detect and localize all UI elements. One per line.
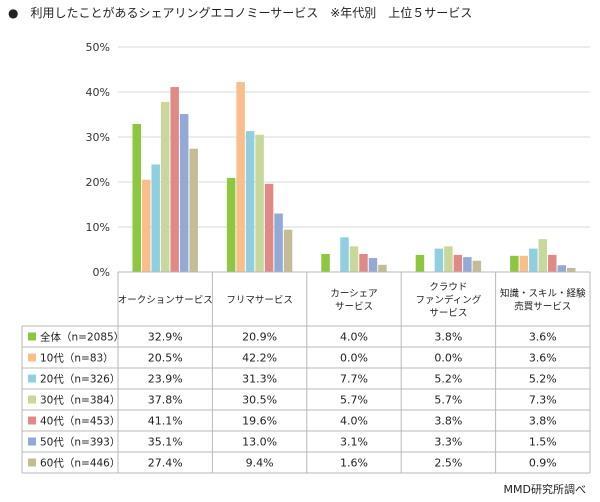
data-label: 42.2% bbox=[242, 352, 277, 365]
bar bbox=[151, 164, 160, 272]
data-label: 3.8% bbox=[434, 415, 462, 428]
bar bbox=[415, 254, 425, 272]
bar bbox=[132, 123, 141, 272]
data-label: 2.5% bbox=[434, 457, 462, 470]
data-label: 20.9% bbox=[242, 331, 277, 344]
data-label: 3.8% bbox=[529, 415, 557, 428]
data-label: 5.2% bbox=[434, 373, 462, 386]
data-label: 27.4% bbox=[148, 457, 183, 470]
data-label: 31.3% bbox=[242, 373, 277, 386]
bar bbox=[255, 134, 264, 272]
data-label: 3.1% bbox=[340, 436, 368, 449]
data-label: 0.0% bbox=[434, 352, 462, 365]
bar bbox=[557, 265, 567, 272]
bar bbox=[434, 248, 444, 272]
bar bbox=[236, 82, 245, 272]
bar bbox=[453, 254, 463, 272]
bar bbox=[472, 260, 482, 272]
legend-swatch bbox=[28, 395, 36, 404]
y-tick-label: 50% bbox=[86, 41, 110, 54]
data-label: 3.6% bbox=[529, 352, 557, 365]
legend-swatch bbox=[28, 416, 36, 425]
legend-swatch bbox=[28, 437, 36, 446]
bar bbox=[349, 246, 359, 272]
data-label: 3.6% bbox=[529, 331, 557, 344]
y-tick-label: 40% bbox=[86, 86, 110, 99]
bar bbox=[567, 267, 576, 272]
data-label: 1.6% bbox=[340, 457, 368, 470]
data-label: 13.0% bbox=[242, 436, 277, 449]
y-tick-label: 10% bbox=[86, 221, 110, 234]
bar bbox=[226, 177, 236, 272]
legend-label: 10代（n=83） bbox=[40, 353, 114, 365]
legend-label: 30代（n=384） bbox=[40, 395, 120, 407]
bar bbox=[378, 264, 387, 272]
legend-swatch bbox=[28, 374, 36, 383]
source-credit: MMD研究所調べ bbox=[503, 483, 586, 496]
legend-label: 60代（n=446） bbox=[40, 458, 120, 470]
legend-swatch bbox=[28, 458, 36, 467]
legend-label: 50代（n=393） bbox=[40, 437, 120, 449]
category-label: フリマサービス bbox=[226, 295, 293, 306]
data-label: 23.9% bbox=[148, 373, 183, 386]
data-label: 7.7% bbox=[340, 373, 368, 386]
data-label: 3.3% bbox=[434, 436, 462, 449]
data-label: 5.7% bbox=[434, 394, 462, 407]
y-tick-label: 20% bbox=[86, 176, 110, 189]
legend-swatch bbox=[28, 353, 36, 362]
data-label: 1.5% bbox=[529, 436, 557, 449]
data-label: 19.6% bbox=[242, 415, 277, 428]
data-label: 37.8% bbox=[148, 394, 183, 407]
data-label: 4.0% bbox=[340, 331, 368, 344]
bar bbox=[359, 254, 368, 272]
legend-swatch bbox=[28, 332, 36, 341]
bar bbox=[529, 248, 538, 272]
data-label: 41.1% bbox=[148, 415, 183, 428]
bar bbox=[274, 213, 283, 272]
y-tick-label: 0% bbox=[93, 266, 110, 279]
data-label: 0.9% bbox=[529, 457, 557, 470]
bar bbox=[340, 237, 349, 272]
category-label: クラウドファンディングサービス bbox=[415, 282, 481, 319]
bar bbox=[538, 239, 548, 272]
bar bbox=[519, 255, 529, 272]
legend-label: 40代（n=453） bbox=[40, 416, 120, 428]
legend-label: 20代（n=326） bbox=[40, 374, 120, 386]
data-label: 3.8% bbox=[434, 331, 462, 344]
category-label: 知識・スキル・経験売買サービス bbox=[500, 288, 586, 313]
bar bbox=[160, 101, 170, 273]
bar bbox=[463, 257, 472, 272]
data-label: 5.2% bbox=[529, 373, 557, 386]
data-label: 4.0% bbox=[340, 415, 368, 428]
category-label: カーシェアサービス bbox=[330, 289, 377, 313]
bar bbox=[264, 183, 274, 272]
data-label: 20.5% bbox=[148, 352, 183, 365]
bar bbox=[548, 254, 557, 272]
data-label: 7.3% bbox=[529, 394, 557, 407]
data-label: 32.9% bbox=[148, 331, 183, 344]
bar bbox=[141, 179, 151, 272]
data-label: 30.5% bbox=[242, 394, 277, 407]
legend-label: 全体（n=2085） bbox=[40, 331, 124, 344]
y-tick-label: 30% bbox=[86, 131, 110, 144]
bar bbox=[283, 229, 293, 272]
bar bbox=[245, 131, 255, 272]
bar bbox=[321, 254, 330, 272]
data-label: 35.1% bbox=[148, 436, 183, 449]
bar bbox=[189, 148, 198, 272]
chart-title: ● 利用したことがあるシェアリングエコノミーサービス ※年代別 上位５サービス bbox=[8, 6, 473, 20]
bar bbox=[444, 246, 453, 272]
bar bbox=[170, 87, 179, 272]
data-label: 5.7% bbox=[340, 394, 368, 407]
data-label: 0.0% bbox=[340, 352, 368, 365]
data-label: 9.4% bbox=[246, 457, 274, 470]
bar bbox=[510, 255, 519, 272]
category-label: オークションサービス bbox=[118, 295, 213, 306]
bar bbox=[179, 114, 189, 272]
bar bbox=[368, 258, 378, 272]
